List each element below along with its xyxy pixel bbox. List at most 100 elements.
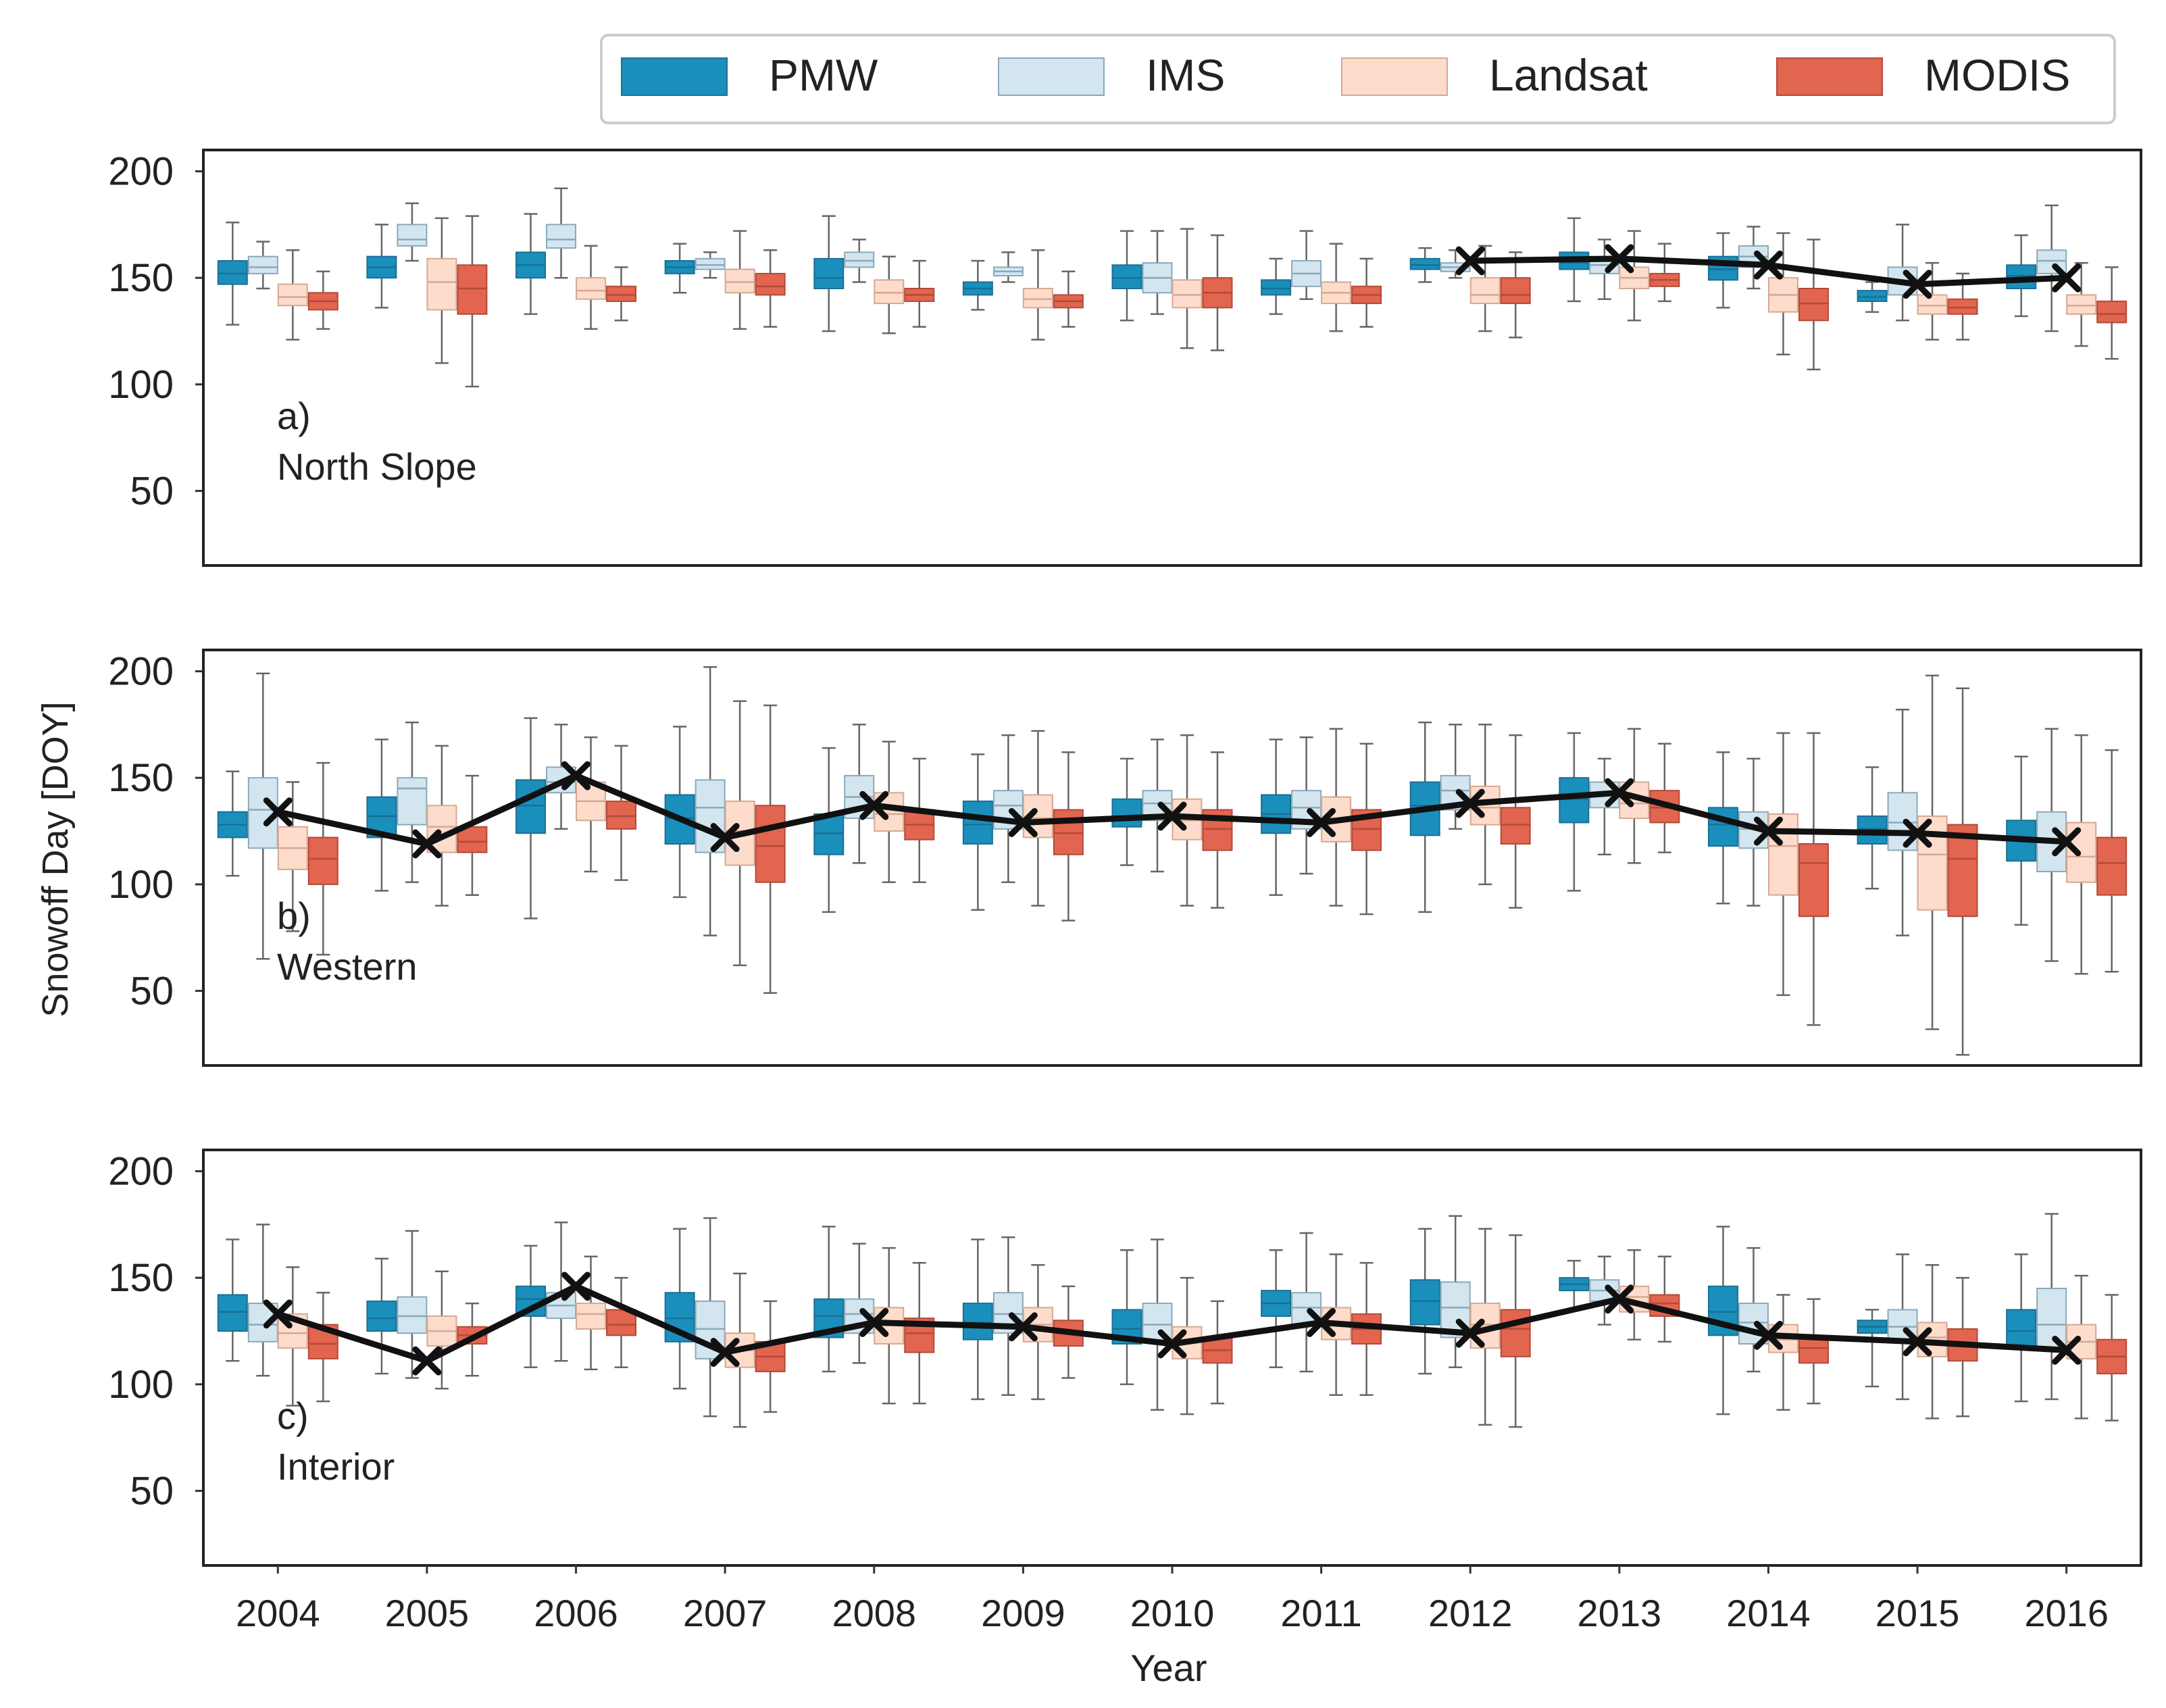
mean-marker [1753, 1320, 1783, 1350]
year-group-2009 [962, 249, 1084, 341]
year-group-2008 [813, 215, 935, 334]
y-tick-label: 200 [108, 650, 174, 694]
year-group-2008 [813, 1226, 935, 1405]
box-pmw [1857, 290, 1888, 302]
legend: PMW IMS Landsat MODIS [600, 34, 2116, 124]
mean-marker [1605, 244, 1634, 274]
box-ims [844, 251, 875, 268]
mean-marker [1903, 270, 1932, 299]
y-tick-label: 150 [108, 256, 174, 300]
box-modis [457, 264, 488, 315]
box-landsat [1469, 277, 1501, 305]
year-group-2014 [1707, 1226, 1829, 1415]
mean-marker [1605, 1284, 1634, 1314]
y-tick-label: 100 [108, 863, 174, 907]
box-modis [606, 1309, 637, 1336]
y-axis-title: Snowoff Day [DOY] [35, 701, 76, 1017]
box-modis [1947, 298, 1978, 315]
y-tick-label: 50 [130, 1470, 174, 1513]
legend-label-pmw: PMW [769, 50, 878, 100]
box-modis [2096, 300, 2127, 324]
year-group-2006 [515, 717, 637, 920]
mean-marker [859, 790, 889, 820]
year-group-2007 [664, 230, 786, 330]
y-tick-label: 200 [108, 1150, 174, 1194]
year-group-2008 [813, 724, 935, 913]
box-landsat [576, 1303, 607, 1330]
box-pmw [1111, 264, 1142, 289]
x-tick-label: 2007 [683, 1592, 767, 1634]
x-tick-label: 2016 [2024, 1592, 2109, 1634]
x-tick-label: 2012 [1428, 1592, 1513, 1634]
panel-region-label: Interior [277, 1445, 395, 1488]
year-group-2007 [664, 1217, 786, 1428]
mean-marker [2052, 827, 2082, 857]
mean-marker [710, 823, 740, 853]
box-modis [1947, 824, 1978, 918]
x-tick-label: 2008 [832, 1592, 916, 1634]
x-tick-label: 2011 [1280, 1592, 1361, 1634]
box-pmw [962, 800, 993, 845]
box-ims [397, 224, 428, 247]
box-modis [755, 272, 786, 296]
mean-marker [263, 797, 293, 827]
box-modis [307, 836, 338, 885]
box-pmw [962, 1303, 993, 1340]
box-landsat [2066, 822, 2097, 883]
mean-marker [859, 1307, 889, 1337]
y-tick-label: 50 [130, 970, 174, 1013]
box-landsat [426, 257, 457, 311]
box-landsat [1172, 279, 1203, 309]
y-tick-label: 150 [108, 756, 174, 800]
box-modis [2096, 836, 2127, 896]
mean-marker [1605, 778, 1634, 807]
year-group-2016 [2006, 1213, 2127, 1422]
year-group-2010 [1111, 228, 1233, 351]
panel-label: b) [277, 895, 311, 937]
mean-marker [1903, 1327, 1932, 1357]
box-pmw [1261, 279, 1292, 296]
box-modis [755, 805, 786, 883]
panel-region-label: Western [277, 945, 417, 988]
box-ims [397, 1296, 428, 1334]
panel-frame [202, 149, 2142, 567]
mean-marker [1455, 246, 1485, 276]
mean-marker [561, 761, 591, 790]
legend-label-ims: IMS [1146, 50, 1225, 100]
x-axis-title: Year [1130, 1647, 1207, 1689]
year-group-2016 [2006, 204, 2127, 360]
y-tick-label: 100 [108, 1363, 174, 1407]
y-tick-label: 150 [108, 1256, 174, 1300]
mean-marker [710, 1338, 740, 1367]
box-pmw [813, 257, 845, 290]
panel-region-label: North Slope [277, 445, 477, 488]
year-group-2006 [515, 1221, 637, 1371]
legend-label-landsat: Landsat [1489, 50, 1648, 100]
box-landsat [2066, 294, 2097, 315]
year-group-2005 [366, 202, 488, 388]
year-group-2012 [1409, 1215, 1531, 1428]
box-modis [1798, 288, 1829, 322]
mean-marker [561, 1272, 591, 1301]
year-group-2009 [962, 1236, 1084, 1401]
mean-marker [2052, 263, 2082, 293]
mean-marker [1307, 807, 1336, 837]
panel-interior: 50 100 150 200 c) Interior [108, 1149, 2142, 1567]
x-tick-label: 2004 [236, 1592, 320, 1634]
box-modis [1500, 807, 1531, 845]
y-tick-label: 100 [108, 363, 174, 407]
x-tick-label: 2015 [1875, 1592, 1960, 1634]
year-group-2012 [1409, 245, 1531, 338]
year-group-2013 [1559, 217, 1680, 322]
year-group-2011 [1261, 230, 1382, 332]
box-ims [2036, 1288, 2067, 1349]
year-group-2004 [217, 1224, 338, 1407]
box-landsat [277, 283, 308, 307]
panel-north-slope: 50 100 150 200 a) North Slope [108, 149, 2142, 567]
year-group-2010 [1111, 1238, 1233, 1415]
box-ims [546, 224, 577, 249]
mean-marker [1455, 1318, 1485, 1348]
mean-marker [1753, 250, 1783, 280]
mean-marker [1455, 788, 1485, 818]
